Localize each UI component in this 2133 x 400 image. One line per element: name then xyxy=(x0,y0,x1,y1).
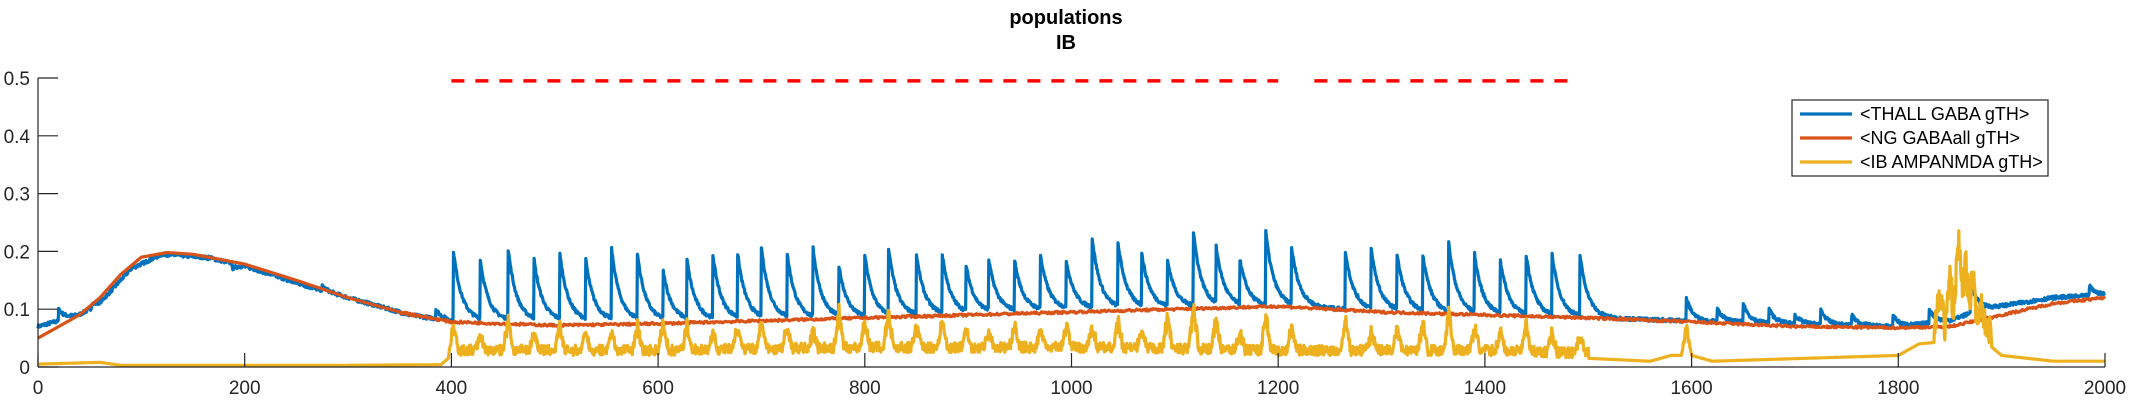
x-tick-label-400: 400 xyxy=(436,378,468,399)
y-tick-label-3: 0.3 xyxy=(4,185,30,206)
x-tick-label-800: 800 xyxy=(849,378,881,399)
legend: <THALL GABA gTH> <NG GABAall gTH> <IB AMPA… xyxy=(1791,99,2049,177)
axes: 0 200 400 600 800 1000 1200 1400 1600 1800 2000 0 0.… xyxy=(4,69,2127,399)
x-tick-label-1200: 1200 xyxy=(1257,378,1299,399)
series-line-ib-ampanmda xyxy=(36,229,2107,367)
x-tick-label-2000: 2000 xyxy=(2084,378,2126,399)
series-line-thall-gaba xyxy=(36,229,2107,330)
x-tick-label-200: 200 xyxy=(229,378,261,399)
x-tick-label-0: 0 xyxy=(33,378,44,399)
legend-label-3: <IB AMPANMDA gTH> xyxy=(1860,152,2043,172)
y-tick-label-1: 0.1 xyxy=(4,300,30,321)
legend-label-2: <NG GABAall gTH> xyxy=(1860,128,2020,148)
series-line-ng-gabaall xyxy=(37,251,2107,340)
x-tick-label-1400: 1400 xyxy=(1464,378,1506,399)
y-tick-label-2: 0.2 xyxy=(4,242,30,263)
title-group: populations IB xyxy=(1009,7,1122,54)
x-tick-label-600: 600 xyxy=(642,378,674,399)
x-tick-label-1600: 1600 xyxy=(1670,378,1712,399)
y-tick-label-0: 0 xyxy=(19,358,30,379)
x-tick-label-1800: 1800 xyxy=(1877,378,1919,399)
plot-area xyxy=(36,79,2107,367)
y-tick-label-5: 0.5 xyxy=(4,69,30,90)
chart-subtitle: IB xyxy=(1056,32,1076,54)
x-tick-label-1000: 1000 xyxy=(1050,378,1092,399)
y-tick-label-4: 0.4 xyxy=(4,127,31,148)
chart-title: populations xyxy=(1009,7,1122,29)
legend-label-1: <THALL GABA gTH> xyxy=(1860,104,2029,124)
